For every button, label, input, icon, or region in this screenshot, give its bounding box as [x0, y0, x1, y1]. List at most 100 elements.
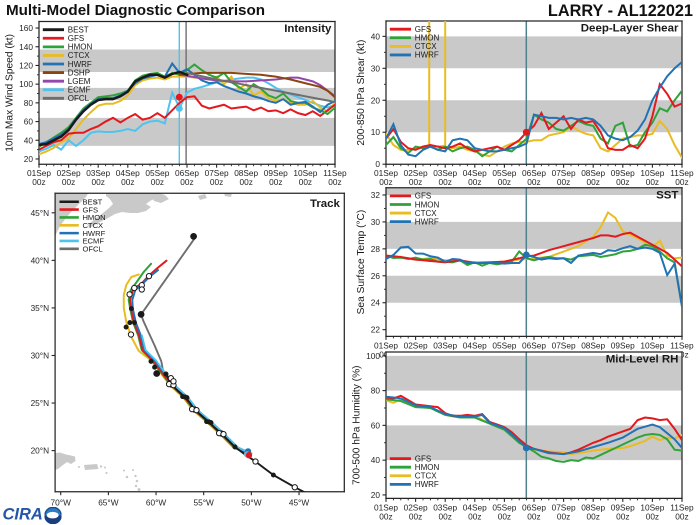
svg-text:GFS: GFS	[415, 454, 431, 463]
svg-text:10Sep: 10Sep	[640, 502, 664, 512]
svg-text:60: 60	[371, 420, 381, 430]
svg-text:10: 10	[371, 127, 381, 137]
svg-text:0: 0	[375, 159, 380, 169]
svg-text:GFS: GFS	[68, 34, 84, 43]
svg-text:00z: 00z	[121, 177, 134, 187]
svg-text:06Sep: 06Sep	[522, 502, 546, 512]
svg-text:40: 40	[24, 135, 34, 145]
svg-text:20°N: 20°N	[31, 446, 50, 456]
svg-text:Multi-Model Diagnostic Compari: Multi-Model Diagnostic Comparison	[6, 2, 265, 19]
svg-text:05Sep: 05Sep	[492, 502, 516, 512]
svg-text:00z: 00z	[180, 177, 193, 187]
svg-text:10Sep: 10Sep	[293, 168, 317, 178]
svg-text:09Sep: 09Sep	[611, 168, 635, 178]
svg-text:00z: 00z	[587, 511, 600, 521]
svg-text:GFS: GFS	[82, 205, 98, 214]
svg-text:00z: 00z	[468, 511, 481, 521]
svg-text:65°W: 65°W	[98, 498, 119, 508]
svg-text:09Sep: 09Sep	[264, 168, 288, 178]
svg-text:00z: 00z	[151, 177, 164, 187]
svg-text:GFS: GFS	[415, 25, 431, 34]
svg-text:30: 30	[371, 63, 381, 73]
svg-text:06Sep: 06Sep	[522, 168, 546, 178]
svg-text:00z: 00z	[409, 511, 422, 521]
svg-text:80: 80	[24, 98, 34, 108]
svg-text:02Sep: 02Sep	[404, 340, 428, 350]
svg-text:Mid-Level RH: Mid-Level RH	[606, 354, 679, 366]
svg-text:00z: 00z	[92, 177, 105, 187]
svg-text:00z: 00z	[646, 511, 659, 521]
svg-text:20: 20	[24, 154, 34, 164]
svg-text:ECMF: ECMF	[82, 237, 104, 246]
svg-text:OFCL: OFCL	[82, 244, 102, 253]
svg-text:04Sep: 04Sep	[463, 340, 487, 350]
svg-text:HWRF: HWRF	[68, 60, 92, 69]
svg-text:04Sep: 04Sep	[116, 168, 140, 178]
svg-text:11Sep: 11Sep	[323, 168, 347, 178]
svg-text:00z: 00z	[646, 177, 659, 187]
svg-text:60°W: 60°W	[146, 498, 167, 508]
svg-text:DSHP: DSHP	[68, 68, 90, 77]
svg-text:08Sep: 08Sep	[234, 168, 258, 178]
svg-text:06Sep: 06Sep	[522, 340, 546, 350]
svg-text:HMON: HMON	[68, 43, 93, 52]
svg-text:10Sep: 10Sep	[640, 340, 664, 350]
svg-text:00z: 00z	[498, 177, 511, 187]
svg-text:20: 20	[371, 95, 381, 105]
svg-text:08Sep: 08Sep	[581, 340, 605, 350]
svg-text:100: 100	[366, 351, 380, 361]
svg-text:05Sep: 05Sep	[492, 168, 516, 178]
svg-text:00z: 00z	[210, 177, 223, 187]
svg-text:HMON: HMON	[415, 463, 440, 472]
svg-text:10Sep: 10Sep	[640, 168, 664, 178]
svg-text:20: 20	[371, 490, 381, 500]
svg-text:LGEM: LGEM	[68, 77, 91, 86]
svg-text:BEST: BEST	[82, 197, 102, 206]
svg-text:03Sep: 03Sep	[433, 502, 457, 512]
svg-text:05Sep: 05Sep	[492, 340, 516, 350]
svg-text:00z: 00z	[269, 177, 282, 187]
svg-text:00z: 00z	[240, 177, 253, 187]
svg-text:07Sep: 07Sep	[552, 502, 576, 512]
svg-text:OFCL: OFCL	[68, 94, 90, 103]
svg-text:HMON: HMON	[415, 34, 440, 43]
svg-text:140: 140	[19, 42, 33, 52]
svg-text:07Sep: 07Sep	[205, 168, 229, 178]
svg-text:00z: 00z	[379, 177, 392, 187]
svg-text:CTCX: CTCX	[415, 209, 437, 218]
svg-text:00z: 00z	[587, 177, 600, 187]
svg-text:45°N: 45°N	[31, 208, 50, 218]
svg-text:Intensity: Intensity	[284, 23, 332, 35]
svg-text:05Sep: 05Sep	[145, 168, 169, 178]
svg-text:22: 22	[371, 325, 381, 335]
svg-text:00z: 00z	[439, 177, 452, 187]
svg-text:07Sep: 07Sep	[552, 168, 576, 178]
svg-text:40°N: 40°N	[31, 255, 50, 265]
svg-text:01Sep: 01Sep	[374, 502, 398, 512]
svg-text:07Sep: 07Sep	[552, 340, 576, 350]
svg-text:00z: 00z	[299, 177, 312, 187]
svg-text:11Sep: 11Sep	[670, 502, 694, 512]
svg-text:Deep-Layer Shear: Deep-Layer Shear	[581, 22, 679, 34]
svg-text:120: 120	[19, 60, 33, 70]
svg-text:28: 28	[371, 244, 381, 254]
svg-text:32: 32	[371, 190, 381, 200]
svg-text:03Sep: 03Sep	[86, 168, 110, 178]
svg-text:70°W: 70°W	[51, 498, 72, 508]
svg-text:60: 60	[24, 117, 34, 127]
svg-text:HWRF: HWRF	[415, 217, 439, 226]
svg-text:06Sep: 06Sep	[175, 168, 199, 178]
svg-text:160: 160	[19, 23, 33, 33]
svg-text:00z: 00z	[409, 177, 422, 187]
svg-text:26: 26	[371, 271, 381, 281]
svg-text:00z: 00z	[616, 177, 629, 187]
svg-text:00z: 00z	[675, 177, 688, 187]
svg-text:09Sep: 09Sep	[611, 502, 635, 512]
svg-text:BEST: BEST	[68, 25, 89, 34]
svg-text:00z: 00z	[468, 177, 481, 187]
svg-text:08Sep: 08Sep	[581, 168, 605, 178]
svg-text:CTCX: CTCX	[415, 472, 437, 481]
svg-text:Sea Surface Temp (°C): Sea Surface Temp (°C)	[356, 210, 367, 315]
svg-text:04Sep: 04Sep	[463, 168, 487, 178]
svg-text:00z: 00z	[328, 177, 341, 187]
